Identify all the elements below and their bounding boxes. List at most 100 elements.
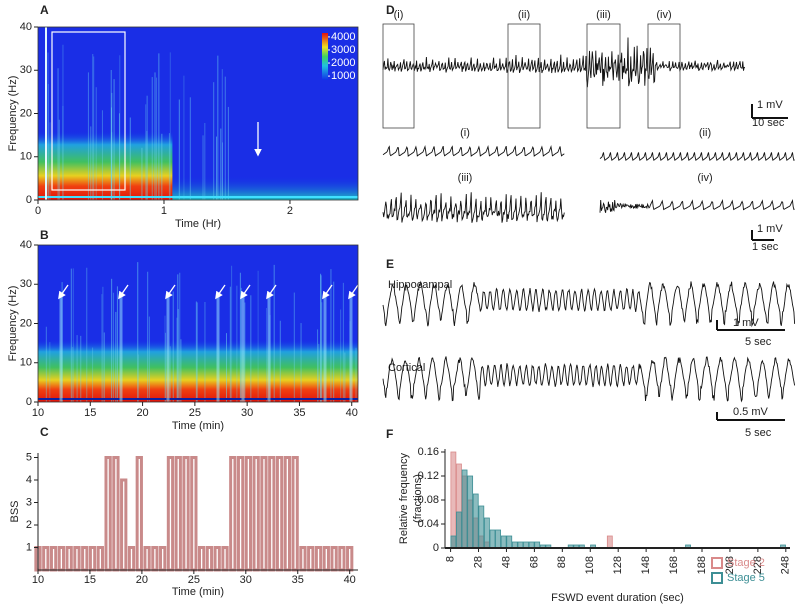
bar [73, 546, 81, 572]
bar [96, 546, 104, 572]
x-tick-label: 30 [241, 407, 253, 419]
bar [159, 546, 167, 572]
y-tick-label: 0.16 [418, 446, 439, 458]
bar [291, 456, 299, 572]
arrow [215, 284, 226, 300]
x-tick-label: 8 [444, 556, 456, 562]
legend-swatch [711, 572, 723, 584]
x-tick-label: 20 [136, 407, 148, 419]
x-tick-label: 40 [344, 574, 356, 586]
bar [112, 456, 120, 572]
bar [197, 546, 206, 572]
segment-label: (iv) [697, 172, 712, 184]
x-tick-label: 25 [188, 574, 200, 586]
histogram-bar [450, 535, 457, 549]
bar [275, 456, 284, 572]
bar [42, 546, 50, 572]
x-axis-label: Time (min) [172, 586, 224, 598]
bar [166, 456, 175, 572]
x-axis-label: Time (min) [172, 420, 224, 432]
bar [174, 456, 182, 572]
y-tick-label: 20 [20, 317, 32, 329]
x-tick-label: 248 [780, 556, 792, 574]
arrow [118, 284, 129, 300]
bar [283, 456, 291, 572]
x-tick-label: 88 [556, 556, 568, 568]
x-tick-label: 208 [724, 556, 736, 574]
scale-label: 0.5 mV [733, 406, 769, 418]
bar [229, 456, 237, 572]
bar [314, 546, 323, 572]
x-tick-label: 35 [292, 574, 304, 586]
bar [299, 546, 307, 572]
bar [49, 546, 58, 572]
x-tick-label: 15 [84, 574, 96, 586]
heatmap-band [172, 175, 358, 200]
bar [88, 546, 97, 572]
y-tick-label: 0 [433, 542, 439, 554]
x-tick-label: 228 [752, 556, 764, 574]
x-tick-label: 28 [472, 556, 484, 568]
histogram-bar [500, 535, 507, 549]
x-tick-label: 168 [668, 556, 680, 574]
panel-letter: F [386, 427, 393, 441]
y-axis-label: Relative frequency [398, 452, 410, 544]
x-tick-label: 10 [32, 407, 44, 419]
x-tick-label: 20 [136, 574, 148, 586]
bar [346, 546, 354, 572]
y-tick-label: 0.04 [418, 518, 439, 530]
segment-label: (i) [460, 127, 470, 139]
legend-label: Stage 5 [727, 572, 765, 584]
segment-label: (i) [394, 9, 404, 21]
panel-letter: C [40, 425, 49, 439]
panel-letter: E [386, 257, 394, 271]
bar [135, 456, 143, 572]
histogram-bar [461, 469, 468, 549]
y-tick-label: 0.08 [418, 494, 439, 506]
bar [244, 456, 253, 572]
histogram-bar [606, 535, 613, 549]
y-tick-label: 5 [26, 451, 32, 463]
eeg-trace [599, 198, 795, 213]
panel-letter: D [386, 3, 395, 17]
histogram-bar [450, 451, 457, 549]
bar [104, 456, 112, 572]
scale-label: 1 sec [752, 241, 779, 253]
bar [205, 546, 214, 572]
segment-box [586, 23, 621, 129]
y-axis-label: BSS [9, 500, 21, 522]
x-tick-label: 30 [240, 574, 252, 586]
histogram-bar [495, 529, 501, 549]
histogram-bar [456, 511, 462, 549]
bar [338, 546, 346, 572]
colorbar-label: 3000 [331, 44, 355, 56]
panel-letter: A [40, 3, 49, 17]
y-tick-label: 30 [20, 278, 32, 290]
eeg-trace [382, 280, 796, 328]
legend-label: Stage 2 [727, 557, 765, 569]
bar [120, 478, 128, 572]
y-tick-label: 3 [26, 496, 32, 508]
y-tick-label: 20 [20, 107, 32, 119]
bar [151, 546, 159, 572]
y-tick-label: 4 [26, 474, 32, 486]
x-tick-label: 128 [612, 556, 624, 574]
panel-letter: B [40, 228, 49, 242]
scale-label: 5 sec [745, 427, 772, 439]
arrow [322, 284, 333, 300]
eeg-trace [382, 356, 796, 403]
segment-label: (iii) [458, 172, 473, 184]
bar [81, 546, 89, 572]
bar [65, 546, 73, 572]
y-tick-label: 2 [26, 519, 32, 531]
segment-label: (iv) [656, 9, 671, 21]
x-tick-label: 15 [84, 407, 96, 419]
x-axis-label: Time (Hr) [175, 218, 221, 230]
segment-label: (ii) [699, 127, 711, 139]
x-tick-label: 108 [584, 556, 596, 574]
bar [268, 456, 276, 572]
bar [252, 456, 260, 572]
y-axis-label: Frequency (Hz) [7, 286, 19, 362]
x-tick-label: 40 [346, 407, 358, 419]
histogram-bar [489, 529, 496, 549]
